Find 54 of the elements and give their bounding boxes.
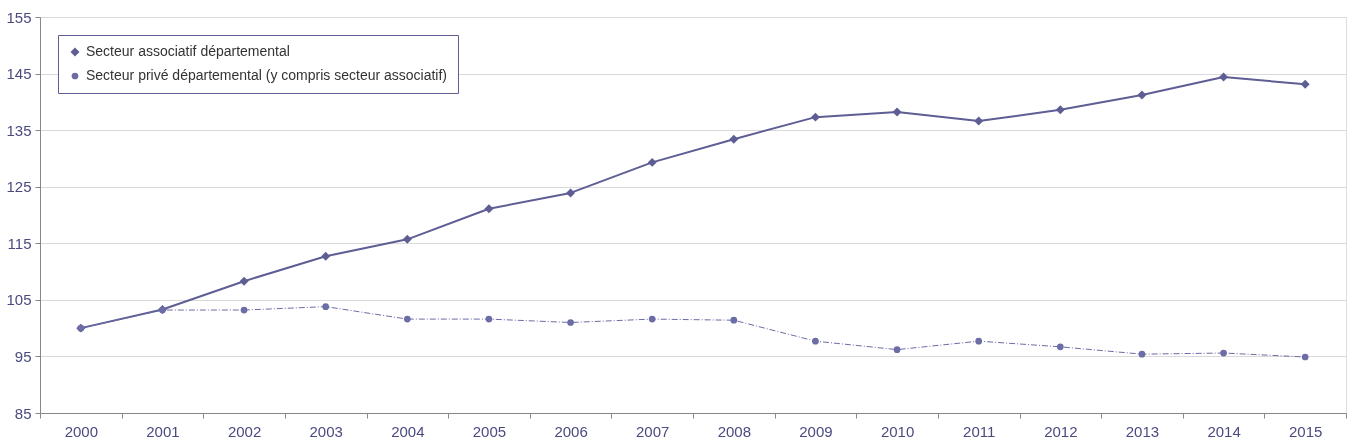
- point: [1220, 349, 1227, 357]
- point: [1301, 353, 1309, 361]
- point: [812, 337, 819, 345]
- point: [402, 234, 412, 244]
- x-tick-label: 2011: [963, 422, 996, 440]
- point: [239, 276, 249, 286]
- y-tick-label: 85: [14, 404, 32, 422]
- x-tick-label: 2010: [880, 422, 915, 440]
- point: [974, 116, 984, 126]
- y-tick-label: 155: [6, 8, 32, 26]
- point: [1056, 343, 1064, 351]
- point: [566, 188, 576, 198]
- x-tick-label: 2009: [799, 422, 833, 440]
- x-tick-label: 2001: [146, 422, 180, 440]
- y-tick-label: 105: [6, 291, 32, 309]
- x-tick-label: 2003: [309, 422, 343, 440]
- x-tick-label: 2006: [554, 422, 588, 440]
- legend-label: Secteur privé départemental (y compris secteur associatif): [86, 67, 448, 83]
- y-tick-label: 115: [7, 234, 32, 252]
- y-tick-label: 95: [14, 347, 32, 365]
- x-tick-label: 2005: [472, 422, 507, 440]
- x-tick-label: 2004: [391, 422, 425, 440]
- point: [484, 204, 494, 214]
- legend-label: Secteur associatif départemental: [86, 43, 290, 59]
- point: [321, 251, 331, 261]
- point: [567, 319, 574, 326]
- point: [648, 315, 656, 323]
- point: [1300, 79, 1310, 89]
- point: [240, 306, 248, 314]
- point: [893, 346, 901, 353]
- point: [730, 316, 738, 324]
- point: [485, 315, 493, 323]
- y-tick-label: 145: [6, 65, 32, 83]
- point: [975, 337, 983, 345]
- point: [322, 303, 330, 310]
- point: [892, 107, 902, 117]
- x-tick-label: 2013: [1125, 422, 1160, 440]
- x-tick-label: 2008: [717, 422, 751, 440]
- y-tick-label: 125: [6, 178, 32, 196]
- point: [1219, 72, 1229, 82]
- x-tick-label: 2014: [1207, 422, 1241, 440]
- point: [1055, 105, 1065, 115]
- point: [810, 112, 820, 122]
- x-tick-label: 2012: [1044, 422, 1078, 440]
- point: [403, 315, 411, 323]
- x-tick-label: 2000: [64, 422, 98, 440]
- x-tick-label: 2015: [1289, 422, 1323, 440]
- point: [647, 157, 657, 167]
- x-tick-label: 2007: [636, 422, 670, 440]
- point: [1138, 350, 1146, 358]
- point: [1137, 90, 1147, 100]
- y-tick-label: 135: [6, 121, 32, 139]
- point: [729, 134, 739, 144]
- x-tick-label: 2002: [227, 422, 262, 440]
